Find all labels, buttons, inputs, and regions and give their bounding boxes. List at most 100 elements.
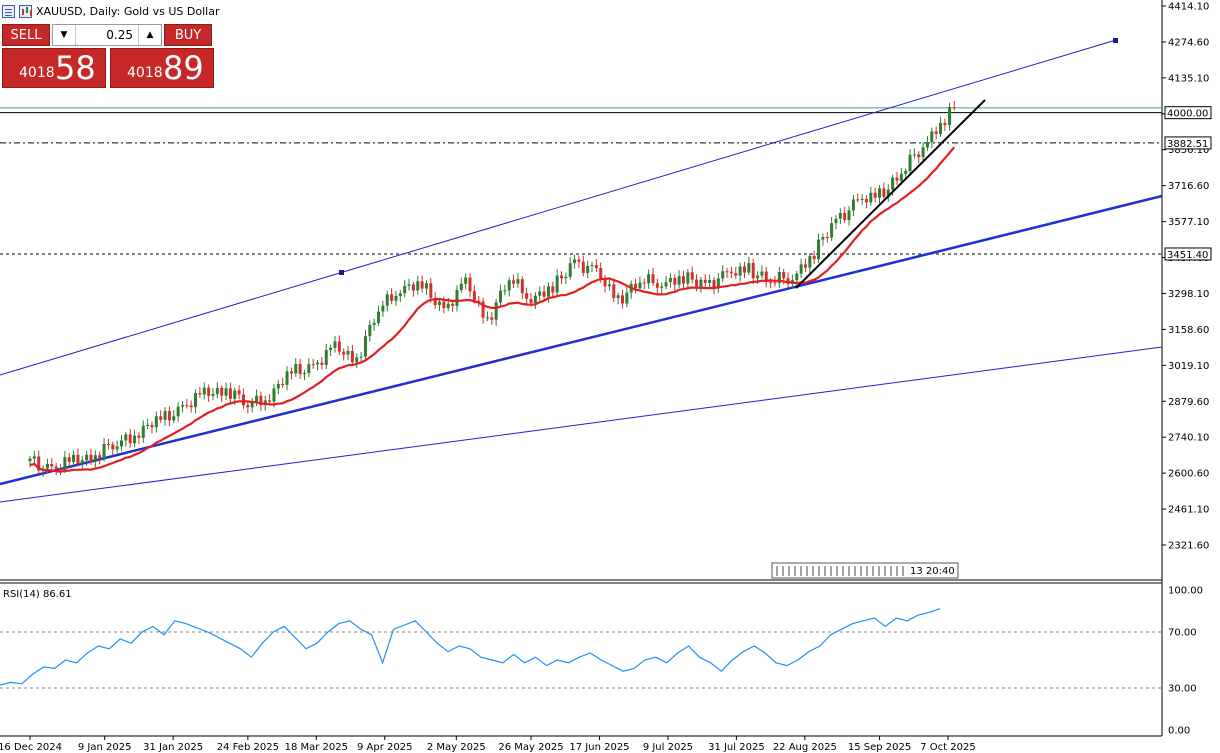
candle-body xyxy=(268,400,272,402)
increase-lot-icon[interactable]: ▲ xyxy=(138,25,161,45)
candle-body xyxy=(128,434,132,444)
time-axis-label: 16 Dec 2024 xyxy=(0,742,62,753)
candle-body xyxy=(411,284,415,291)
chart-icon[interactable] xyxy=(19,4,32,18)
list-icon[interactable] xyxy=(2,4,15,18)
candle-body xyxy=(324,349,328,365)
candle-body xyxy=(573,259,577,264)
candle-body xyxy=(560,275,564,279)
candle-body xyxy=(943,122,947,126)
lot-size-input[interactable]: 0.25 xyxy=(106,28,133,42)
time-axis-label: 9 Jan 2025 xyxy=(78,742,132,753)
candle-body xyxy=(424,283,428,289)
candle-body xyxy=(89,454,93,462)
candle-body xyxy=(742,266,746,273)
candle-body xyxy=(878,188,882,198)
candle-body xyxy=(886,189,890,197)
candle-body xyxy=(194,393,198,408)
candle-body xyxy=(651,274,655,284)
candle-body xyxy=(350,350,354,363)
price-axis-label: 4135.10 xyxy=(1168,73,1209,84)
candle-body xyxy=(202,387,206,395)
candle-body xyxy=(477,300,481,302)
decrease-lot-icon[interactable]: ▼ xyxy=(53,25,76,45)
candle-body xyxy=(451,303,455,306)
candle-body xyxy=(464,277,468,284)
candle-body xyxy=(642,282,646,284)
candle-body xyxy=(54,466,58,469)
candle-body xyxy=(259,395,263,406)
candle-body xyxy=(668,277,672,283)
price-axis-label: 2321.60 xyxy=(1168,541,1209,552)
buy-price-prefix: 4018 xyxy=(127,65,163,81)
candle-body xyxy=(851,199,855,211)
time-axis-label: 26 May 2025 xyxy=(498,742,563,753)
candle-body xyxy=(102,443,106,459)
candle-body xyxy=(228,388,232,399)
candle-body xyxy=(738,266,742,276)
candle-body xyxy=(808,255,812,268)
buy-button[interactable]: BUY xyxy=(164,24,212,46)
candle-body xyxy=(773,282,777,284)
support-trendline xyxy=(0,194,1163,486)
candle-body xyxy=(72,454,76,462)
candle-body xyxy=(817,239,821,260)
candle-body xyxy=(921,147,925,158)
candle-body xyxy=(67,457,71,462)
rsi-axis-label: 100.00 xyxy=(1168,586,1203,597)
candle-body xyxy=(472,291,476,301)
candle-body xyxy=(516,279,520,284)
candle-body xyxy=(76,454,80,464)
candle-body xyxy=(734,272,738,276)
candle-body xyxy=(795,273,799,281)
candle-body xyxy=(294,364,298,374)
candle-body xyxy=(28,458,32,462)
candle-body xyxy=(729,271,733,273)
candle-body xyxy=(625,292,629,304)
candle-body xyxy=(538,291,542,296)
candle-body xyxy=(433,297,437,305)
candle-body xyxy=(459,283,463,291)
candle-body xyxy=(681,276,685,284)
candle-body xyxy=(934,131,938,135)
candle-body xyxy=(398,293,402,296)
candle-body xyxy=(377,311,381,323)
sell-button[interactable]: SELL xyxy=(2,24,50,46)
price-axis-label: 3019.10 xyxy=(1168,361,1209,372)
time-axis-label: 31 Jul 2025 xyxy=(708,742,765,753)
candle-body xyxy=(803,264,807,268)
candle-body xyxy=(163,411,167,420)
candle-body xyxy=(207,387,211,396)
candle-body xyxy=(490,317,494,320)
lot-size-stepper[interactable]: ▼ 0.25 ▲ xyxy=(52,24,162,46)
candle-body xyxy=(799,264,803,274)
candle-body xyxy=(904,171,908,174)
candle-body xyxy=(686,272,690,284)
candle-body xyxy=(368,324,372,337)
candle-body xyxy=(372,322,376,325)
candle-body xyxy=(403,285,407,294)
candle-body xyxy=(695,279,699,287)
candle-body xyxy=(115,446,119,450)
candle-body xyxy=(63,457,67,470)
sell-price-button[interactable]: 4018 58 xyxy=(2,48,106,88)
candle-body xyxy=(664,282,668,287)
candle-body xyxy=(333,341,337,348)
candle-body xyxy=(939,122,943,135)
price-axis-label: 3716.60 xyxy=(1168,181,1209,192)
candle-body xyxy=(316,362,320,365)
candle-body xyxy=(359,356,363,358)
candle-body xyxy=(363,336,367,357)
candle-body xyxy=(869,192,873,203)
candle-body xyxy=(111,444,115,450)
buy-price-button[interactable]: 4018 89 xyxy=(110,48,214,88)
sell-price-prefix: 4018 xyxy=(19,65,55,81)
candle-body xyxy=(677,276,681,285)
candle-body xyxy=(220,387,224,396)
candle-body xyxy=(276,383,280,389)
price-axis-label: 3856.10 xyxy=(1168,145,1209,156)
candle-body xyxy=(45,464,49,469)
moving-average-line xyxy=(29,146,956,473)
